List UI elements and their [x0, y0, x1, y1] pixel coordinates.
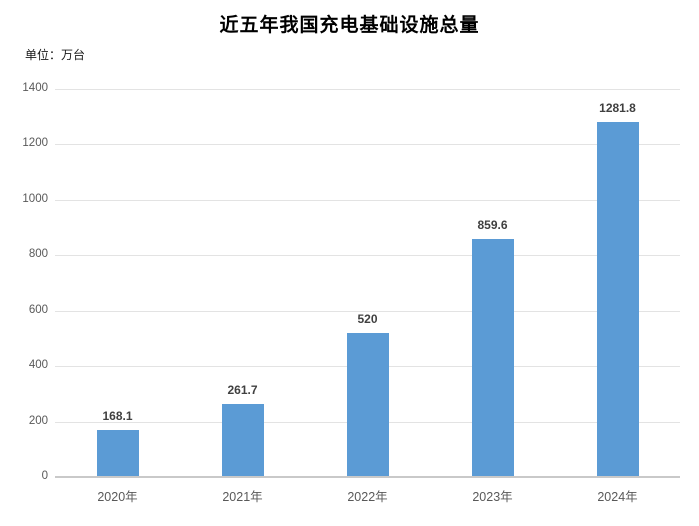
unit-label: 单位：万台: [25, 48, 86, 62]
bar-value-label: 168.1: [102, 409, 133, 424]
gridline: [55, 310, 680, 312]
bar-value-label: 859.6: [477, 217, 508, 232]
y-axis-tick-label: 600: [28, 303, 48, 316]
bar-value-label: 520: [357, 311, 378, 326]
bar-value-label: 261.7: [227, 383, 258, 398]
bar: [471, 238, 514, 476]
gridline: [55, 199, 680, 201]
x-axis-tick-label: 2023年: [472, 490, 513, 504]
bar: [346, 332, 389, 476]
x-axis-tick-label: 2024年: [597, 490, 638, 504]
y-axis-tick-label: 800: [28, 248, 48, 261]
y-axis-tick-label: 0: [41, 470, 48, 482]
gridline: [55, 144, 680, 146]
chart-title: 近五年我国充电基础设施总量: [219, 14, 480, 36]
y-axis-tick-label: 400: [28, 359, 48, 372]
gridline: [55, 255, 680, 257]
bar: [96, 430, 139, 476]
x-axis-tick-label: 2021年: [222, 490, 263, 504]
y-axis-tick-label: 1400: [22, 82, 48, 94]
bar: [221, 404, 264, 476]
x-axis-line: [55, 476, 680, 478]
bar: [596, 121, 639, 476]
gridline: [55, 89, 680, 90]
y-axis-tick-label: 1000: [22, 192, 48, 205]
y-axis-tick-label: 1200: [22, 137, 48, 150]
y-axis-tick-label: 200: [28, 414, 48, 427]
bar-value-label: 1281.8: [599, 100, 636, 115]
x-axis-tick-label: 2022年: [347, 490, 388, 504]
x-axis-tick-label: 2020年: [97, 490, 138, 504]
